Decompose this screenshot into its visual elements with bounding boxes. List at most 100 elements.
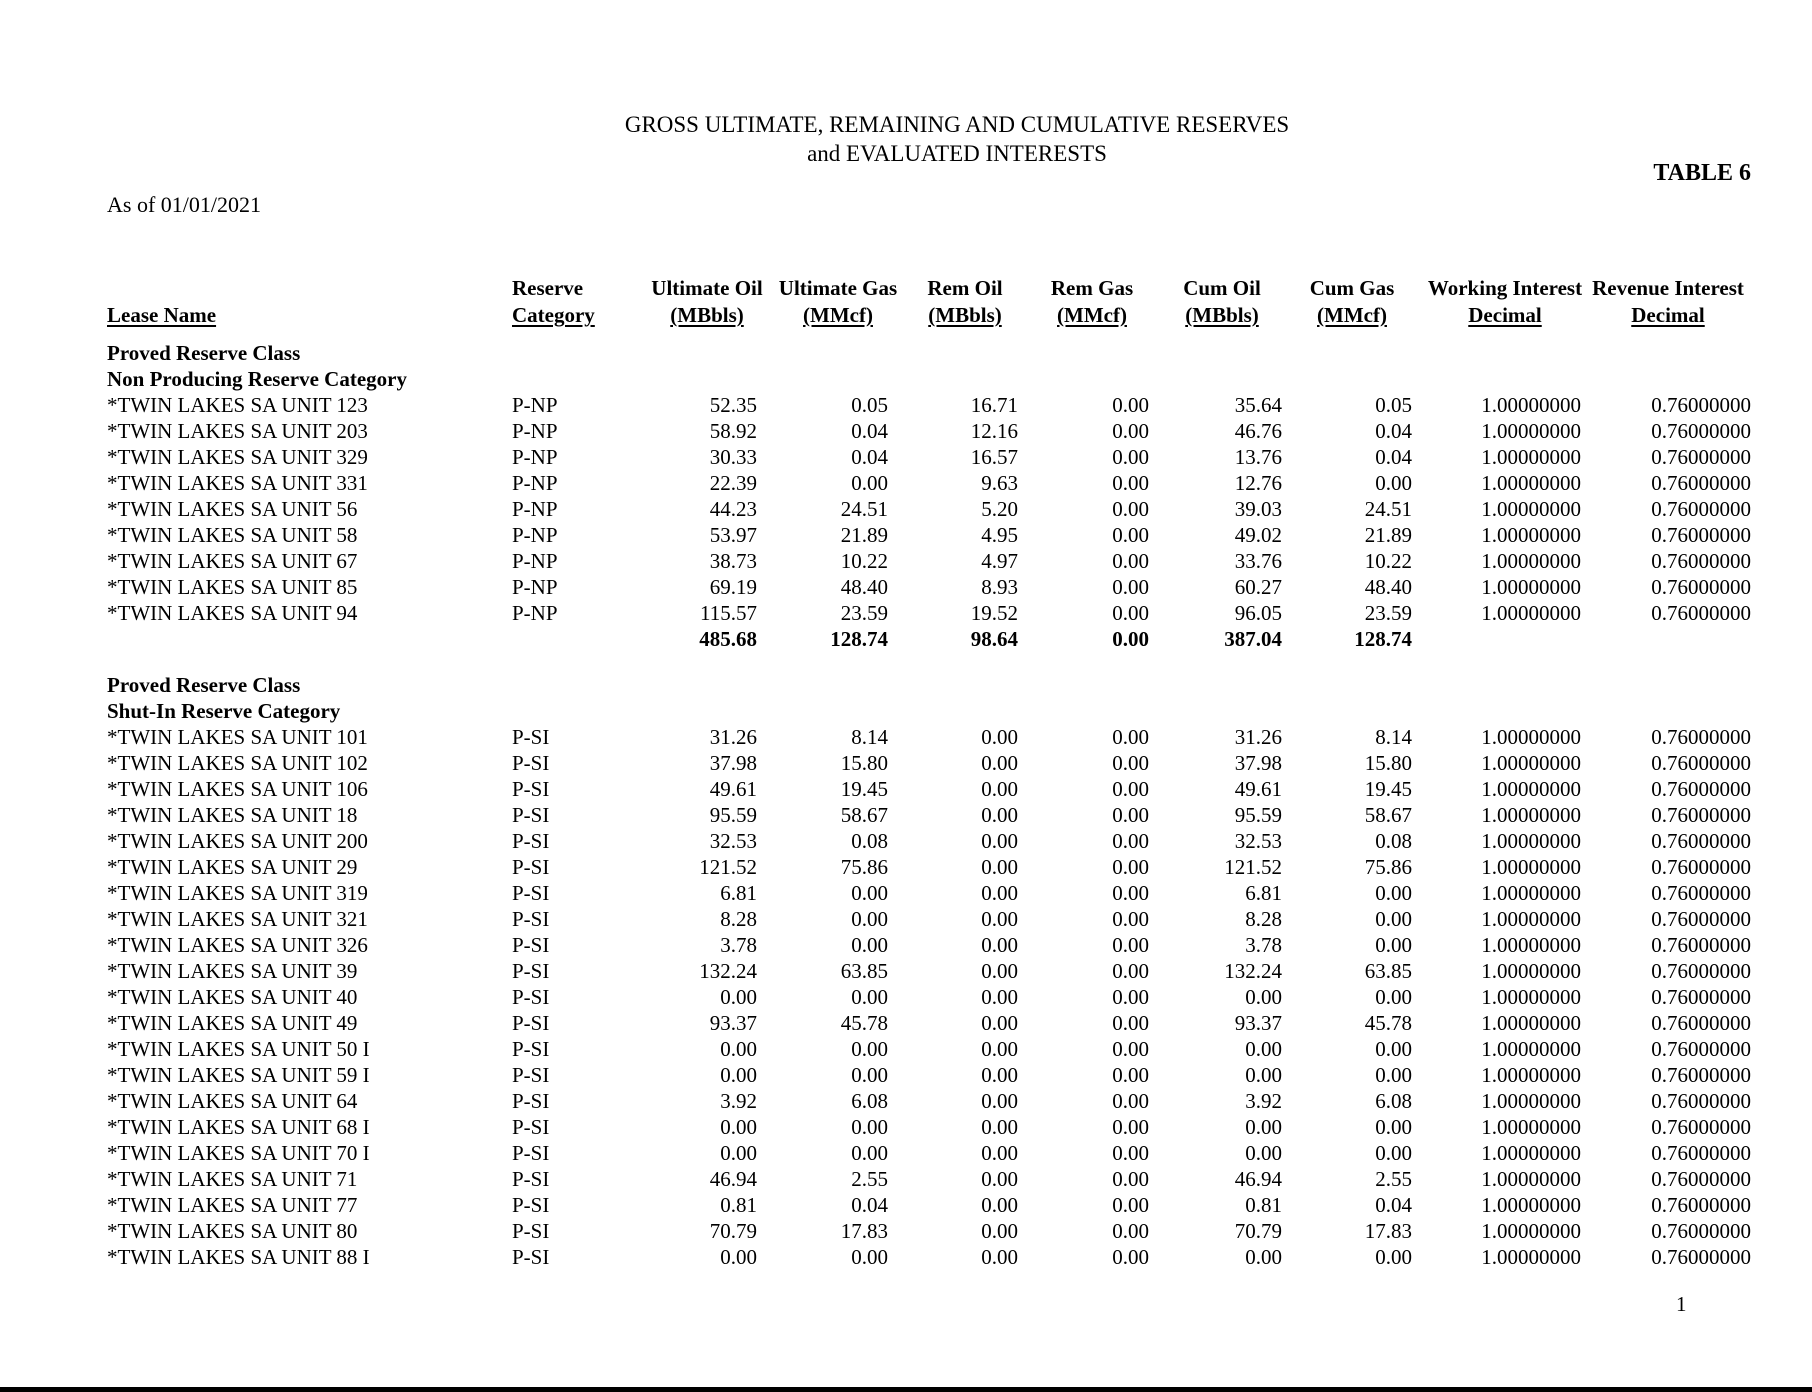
cum-oil-cell: 32.53	[1234, 829, 1282, 853]
col-header-ultimate-gas-units: (MMcf)	[803, 303, 873, 327]
table-row: *TWIN LAKES SA UNIT 321 P-SI 8.28 0.00 0.00 0…	[0, 907, 1812, 933]
table-row: *TWIN LAKES SA UNIT 64 P-SI 3.92 6.08 0.00 0.…	[0, 1089, 1812, 1115]
rem-gas-cell: 0.00	[1112, 881, 1149, 905]
working-interest-cell: 1.00000000	[1481, 1115, 1581, 1139]
revenue-interest-cell: 0.76000000	[1651, 575, 1751, 599]
section-class-label: Proved Reserve Class	[107, 673, 301, 697]
working-interest-cell: 1.00000000	[1481, 777, 1581, 801]
rem-gas-cell: 0.00	[1112, 777, 1149, 801]
revenue-interest-cell: 0.76000000	[1651, 1089, 1751, 1113]
lease-name-cell: *TWIN LAKES SA UNIT 329	[107, 445, 368, 469]
ultimate-oil-cell: 132.24	[699, 959, 757, 983]
table-row: *TWIN LAKES SA UNIT 331 P-NP 22.39 0.00 9.63…	[0, 471, 1812, 497]
cum-gas-cell: 0.00	[1375, 881, 1412, 905]
rem-oil-cell: 0.00	[981, 959, 1018, 983]
lease-name-cell: *TWIN LAKES SA UNIT 59 I	[107, 1063, 370, 1087]
cum-oil-cell: 0.81	[1245, 1193, 1282, 1217]
lease-name-cell: *TWIN LAKES SA UNIT 106	[107, 777, 368, 801]
cum-oil-cell: 31.26	[1234, 725, 1282, 749]
ultimate-oil-cell: 46.94	[709, 1167, 757, 1191]
table-number-label: TABLE 6	[1653, 160, 1751, 186]
ultimate-gas-cell: 21.89	[840, 523, 888, 547]
ultimate-oil-cell: 37.98	[709, 751, 757, 775]
working-interest-cell: 1.00000000	[1481, 575, 1581, 599]
cum-oil-cell: 35.64	[1234, 393, 1282, 417]
ultimate-gas-cell: 0.04	[851, 1193, 888, 1217]
rem-oil-cell: 0.00	[981, 1193, 1018, 1217]
cum-gas-cell: 0.08	[1375, 829, 1412, 853]
rem-oil-cell: 0.00	[981, 777, 1018, 801]
ultimate-gas-cell: 58.67	[840, 803, 888, 827]
cum-gas-cell: 0.05	[1375, 393, 1412, 417]
lease-name-cell: *TWIN LAKES SA UNIT 67	[107, 549, 358, 573]
cum-oil-cell: 3.92	[1245, 1089, 1282, 1113]
lease-name-cell: *TWIN LAKES SA UNIT 80	[107, 1219, 358, 1243]
reserve-category-cell: P-SI	[512, 959, 550, 983]
reserve-category-cell: P-NP	[512, 549, 558, 573]
revenue-interest-cell: 0.76000000	[1651, 777, 1751, 801]
table-row: *TWIN LAKES SA UNIT 68 I P-SI 0.00 0.00 0.00…	[0, 1115, 1812, 1141]
reserve-category-cell: P-SI	[512, 1245, 550, 1269]
lease-name-cell: *TWIN LAKES SA UNIT 326	[107, 933, 368, 957]
reserve-category-cell: P-SI	[512, 1115, 550, 1139]
as-of-date: As of 01/01/2021	[107, 192, 261, 217]
rem-gas-cell: 0.00	[1112, 985, 1149, 1009]
document-title: GROSS ULTIMATE, REMAINING AND CUMULATIVE…	[625, 110, 1289, 168]
totals-row: 485.68 128.74 98.64 0.00 387.04 128.74	[0, 627, 1812, 653]
ultimate-oil-total-cell: 485.68	[699, 627, 757, 651]
ultimate-oil-cell: 3.92	[720, 1089, 757, 1113]
ultimate-oil-cell: 0.00	[720, 1037, 757, 1061]
revenue-interest-cell: 0.76000000	[1651, 855, 1751, 879]
lease-name-cell: *TWIN LAKES SA UNIT 68 I	[107, 1115, 370, 1139]
col-header-ultimate-oil: Ultimate Oil	[651, 276, 763, 300]
ultimate-oil-cell: 95.59	[709, 803, 757, 827]
ultimate-oil-cell: 44.23	[709, 497, 757, 521]
ultimate-oil-cell: 30.33	[709, 445, 757, 469]
rem-oil-cell: 0.00	[981, 803, 1018, 827]
ultimate-oil-cell: 0.00	[720, 1063, 757, 1087]
cum-gas-cell: 24.51	[1364, 497, 1412, 521]
cum-gas-cell: 21.89	[1364, 523, 1412, 547]
rem-gas-cell: 0.00	[1112, 1011, 1149, 1035]
col-header-rem-gas-units: (MMcf)	[1057, 303, 1127, 327]
rem-oil-cell: 0.00	[981, 1037, 1018, 1061]
revenue-interest-cell: 0.76000000	[1651, 1115, 1751, 1139]
rem-gas-cell: 0.00	[1112, 855, 1149, 879]
lease-name-cell: *TWIN LAKES SA UNIT 71	[107, 1167, 358, 1191]
col-header-cum-oil: Cum Oil	[1183, 276, 1261, 300]
revenue-interest-cell: 0.76000000	[1651, 393, 1751, 417]
working-interest-cell: 1.00000000	[1481, 601, 1581, 625]
working-interest-cell: 1.00000000	[1481, 445, 1581, 469]
rem-gas-cell: 0.00	[1112, 601, 1149, 625]
cum-oil-cell: 0.00	[1245, 985, 1282, 1009]
ultimate-oil-cell: 32.53	[709, 829, 757, 853]
ultimate-oil-cell: 49.61	[709, 777, 757, 801]
reserve-category-cell: P-SI	[512, 777, 550, 801]
cum-gas-cell: 19.45	[1364, 777, 1412, 801]
reserve-category-cell: P-NP	[512, 575, 558, 599]
rem-oil-cell: 19.52	[970, 601, 1018, 625]
ultimate-gas-total-cell: 128.74	[830, 627, 888, 651]
ultimate-gas-cell: 2.55	[851, 1167, 888, 1191]
cum-gas-cell: 45.78	[1364, 1011, 1412, 1035]
reserve-category-cell: P-NP	[512, 497, 558, 521]
col-header-rem-gas: Rem Gas	[1050, 276, 1134, 300]
table-row: *TWIN LAKES SA UNIT 80 P-SI 70.79 17.83 0.00…	[0, 1219, 1812, 1245]
rem-gas-cell: 0.00	[1112, 803, 1149, 827]
cum-oil-cell: 93.37	[1234, 1011, 1282, 1035]
revenue-interest-cell: 0.76000000	[1651, 881, 1751, 905]
rem-gas-cell: 0.00	[1112, 1089, 1149, 1113]
rem-oil-cell: 0.00	[981, 881, 1018, 905]
lease-name-cell: *TWIN LAKES SA UNIT 200	[107, 829, 368, 853]
ultimate-oil-cell: 70.79	[709, 1219, 757, 1243]
table-row: *TWIN LAKES SA UNIT 58 P-NP 53.97 21.89 4.95…	[0, 523, 1812, 549]
rem-oil-cell: 12.16	[970, 419, 1018, 443]
working-interest-cell: 1.00000000	[1481, 523, 1581, 547]
ultimate-oil-cell: 69.19	[709, 575, 757, 599]
lease-name-cell: *TWIN LAKES SA UNIT 123	[107, 393, 368, 417]
lease-name-cell: *TWIN LAKES SA UNIT 50 I	[107, 1037, 370, 1061]
reserve-category-cell: P-NP	[512, 393, 558, 417]
table-row: *TWIN LAKES SA UNIT 40 P-SI 0.00 0.00 0.00 0.…	[0, 985, 1812, 1011]
table-body: Proved Reserve Class Non Producing Reserv…	[0, 341, 1812, 1271]
rem-oil-cell: 0.00	[981, 1011, 1018, 1035]
